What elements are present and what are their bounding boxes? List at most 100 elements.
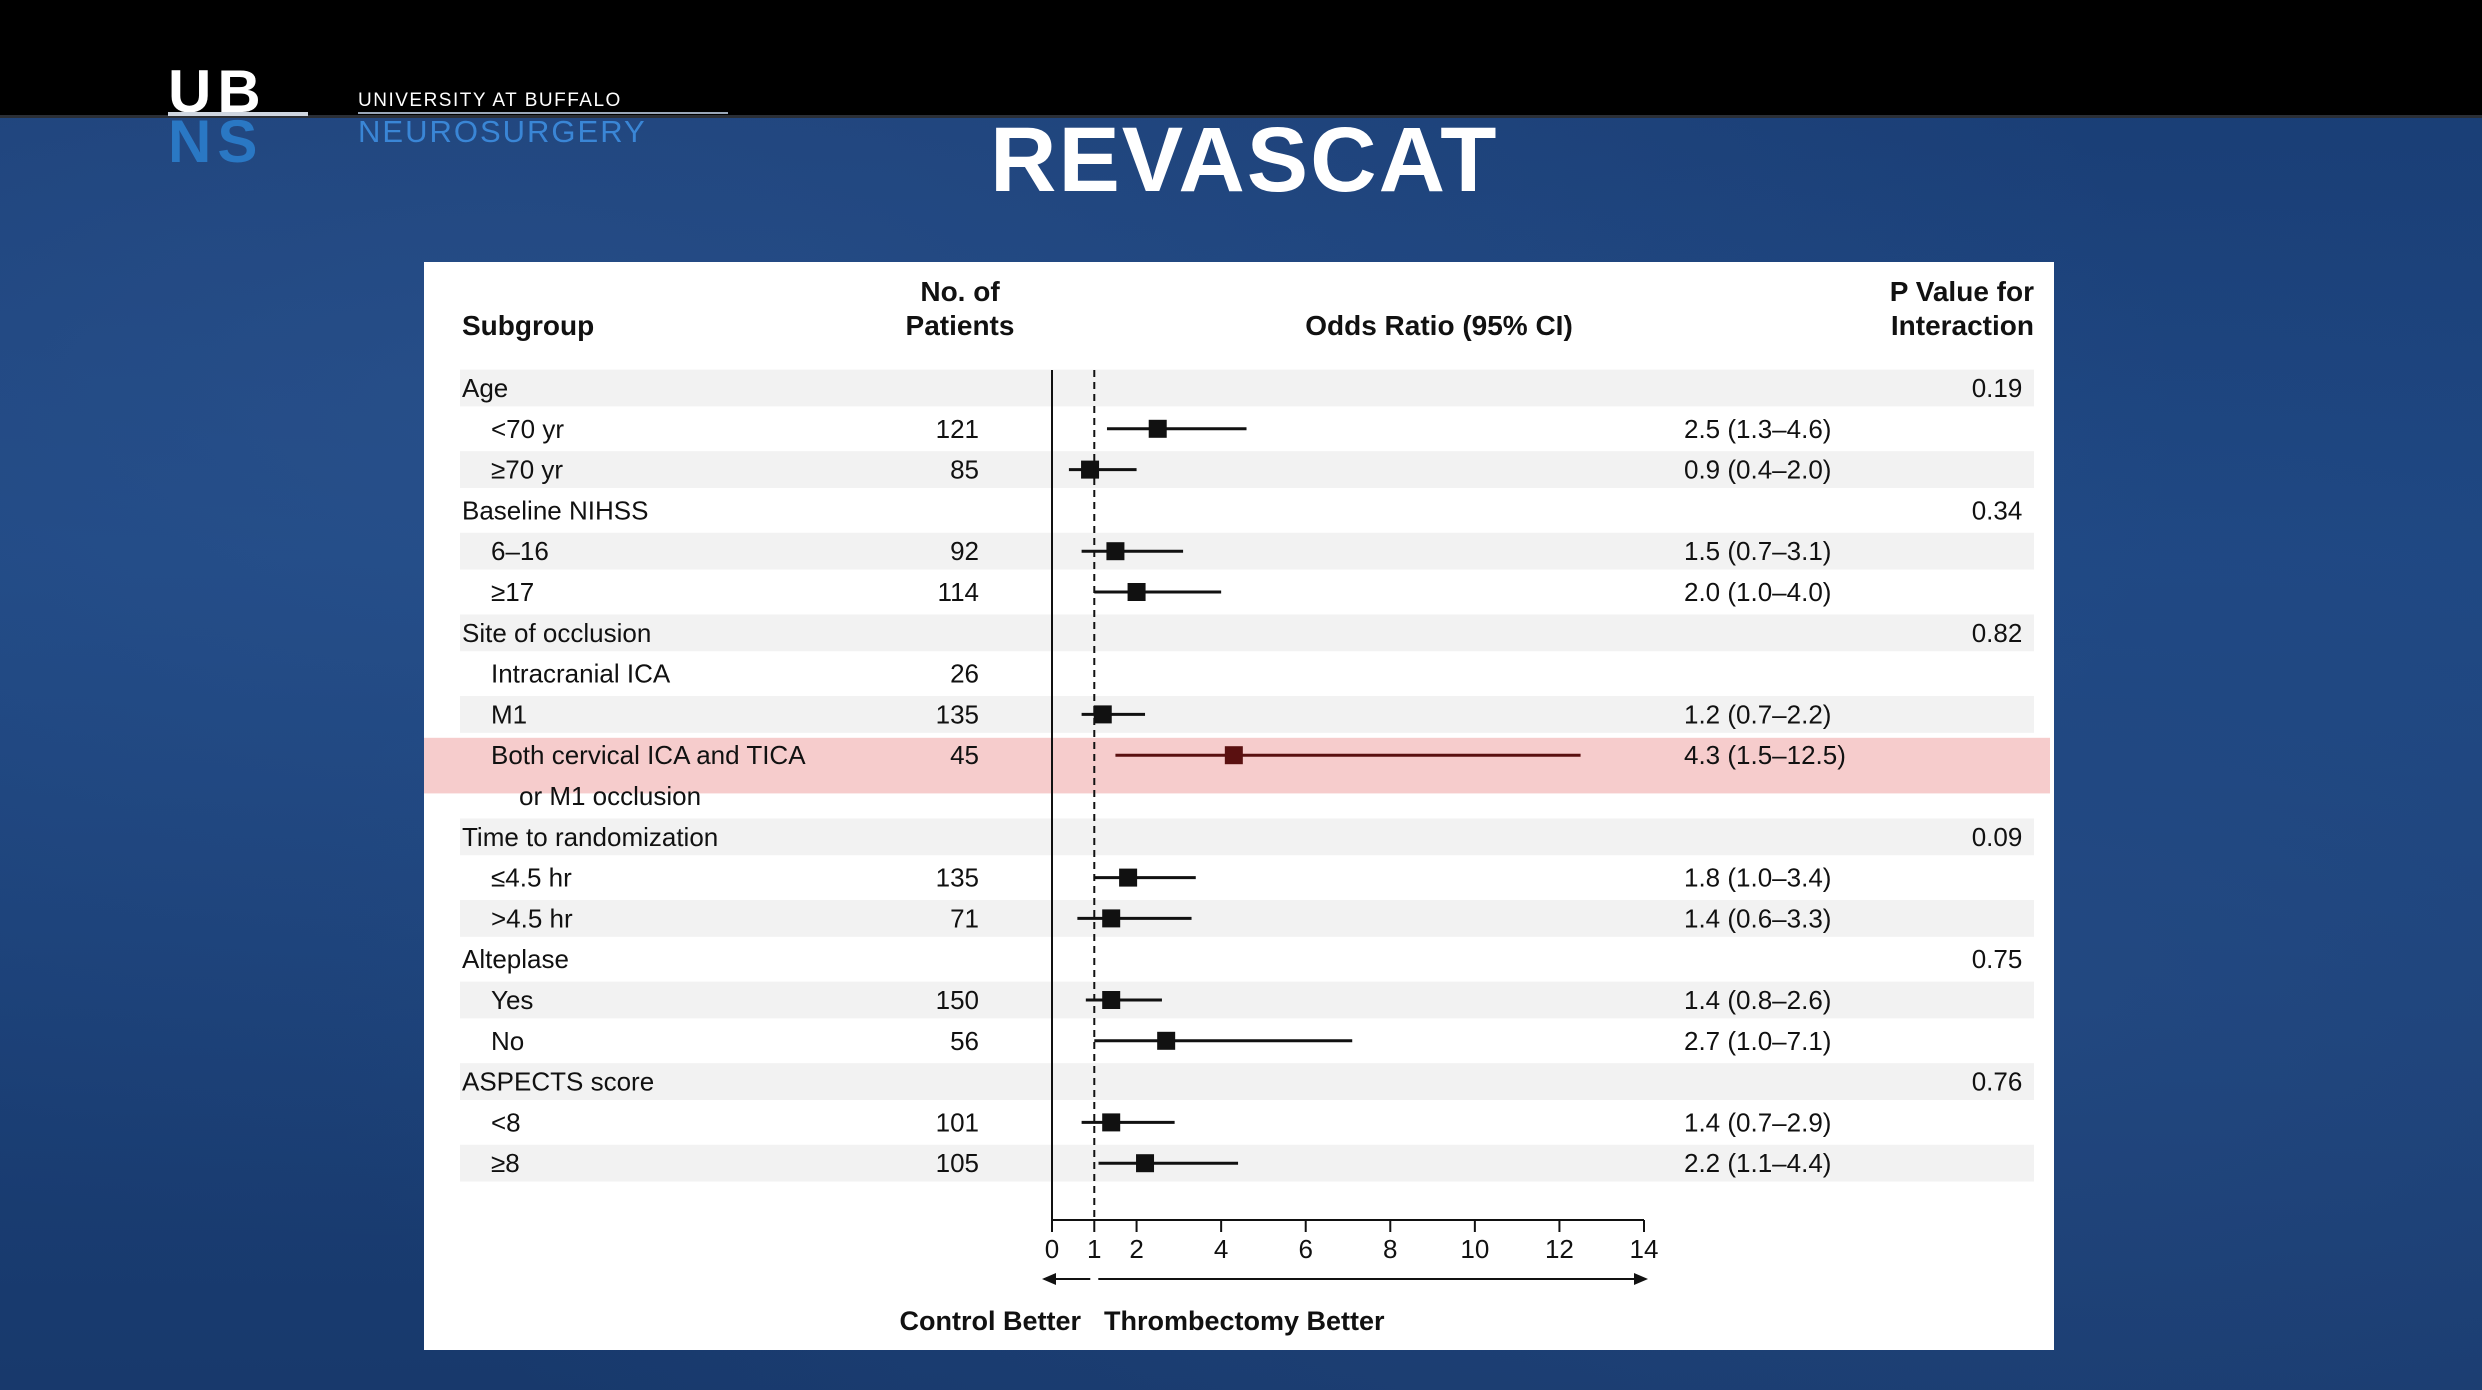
odds-ratio-text: 1.4 (0.8–2.6): [1684, 985, 1831, 1015]
x-tick-label: 0: [1045, 1234, 1059, 1264]
subgroup-header-label: Age: [462, 373, 508, 403]
x-tick-label: 12: [1545, 1234, 1574, 1264]
odds-ratio-text: 1.4 (0.7–2.9): [1684, 1107, 1831, 1137]
stripe-row-background: [460, 818, 2034, 856]
x-tick-label: 1: [1087, 1234, 1101, 1264]
stripe-row-background: [460, 451, 2034, 488]
patient-count: 135: [936, 863, 979, 893]
subgroup-label: <8: [491, 1107, 521, 1137]
x-tick-label: 10: [1460, 1234, 1489, 1264]
ubns-logo: UB NS: [168, 58, 318, 172]
x-tick-label: 14: [1630, 1234, 1659, 1264]
org-name-rule: [358, 112, 728, 114]
subgroup-header-label: Baseline NIHSS: [462, 495, 648, 525]
patient-count: 56: [950, 1026, 979, 1056]
patient-count: 92: [950, 536, 979, 566]
x-tick-label: 2: [1129, 1234, 1143, 1264]
patient-count: 105: [936, 1148, 979, 1178]
subgroup-label: <70 yr: [491, 414, 564, 444]
p-value: 0.82: [1972, 618, 2023, 648]
patient-count: 114: [938, 577, 979, 607]
thrombectomy-arrow-head: [1634, 1273, 1648, 1285]
stripe-row-background: [460, 696, 2034, 733]
subgroup-header-label: Alteplase: [462, 944, 569, 974]
x-tick-label: 6: [1298, 1234, 1312, 1264]
odds-ratio-text: 2.5 (1.3–4.6): [1684, 414, 1831, 444]
thrombectomy-better-label: Thrombectomy Better: [1104, 1306, 1385, 1336]
logo-top-letters: UB: [168, 58, 267, 125]
stripe-row-background: [460, 369, 2034, 407]
x-tick-label: 8: [1383, 1234, 1397, 1264]
subgroup-label: Intracranial ICA: [491, 659, 671, 689]
p-value: 0.19: [1972, 373, 2023, 403]
p-value: 0.75: [1972, 944, 2023, 974]
stripe-row-background: [460, 981, 2034, 1019]
subgroup-label: Yes: [491, 985, 533, 1015]
p-value-column-header-line2: Interaction: [1891, 310, 2034, 341]
subgroup-label: ≥8: [491, 1148, 520, 1178]
subgroup-header-label: ASPECTS score: [462, 1067, 654, 1097]
subgroup-label: >4.5 hr: [491, 903, 573, 933]
stripe-row-background: [460, 1063, 2034, 1100]
stripe-row-background: [460, 614, 2034, 652]
p-value: 0.34: [1972, 495, 2023, 525]
stripe-row-background: [460, 1144, 2034, 1182]
top-bar: [0, 0, 2482, 118]
point-estimate-marker: [1157, 1031, 1176, 1050]
forest-plot: Subgroup No. of Patients Odds Ratio (95%…: [424, 276, 2050, 1336]
subgroup-header-label: Site of occlusion: [462, 618, 651, 648]
point-estimate-marker: [1106, 542, 1125, 561]
odds-ratio-text: 1.2 (0.7–2.2): [1684, 699, 1831, 729]
odds-ratio-column-header: Odds Ratio (95% CI): [1305, 310, 1573, 341]
point-estimate-marker: [1102, 1113, 1121, 1132]
subgroup-label: 6–16: [491, 536, 549, 566]
point-estimate-marker: [1093, 705, 1112, 724]
control-better-label: Control Better: [900, 1306, 1082, 1336]
patient-count: 26: [950, 659, 979, 689]
subgroup-column-header: Subgroup: [462, 310, 594, 341]
org-name-line1: UNIVERSITY AT BUFFALO: [358, 90, 622, 111]
logo-divider: [168, 112, 308, 116]
org-name-line2: NEUROSURGERY: [358, 114, 647, 149]
point-estimate-marker: [1081, 460, 1100, 479]
patient-count: 45: [950, 740, 979, 770]
forest-plot-panel: Subgroup No. of Patients Odds Ratio (95%…: [424, 262, 2054, 1350]
slide-title: REVASCAT: [990, 109, 1499, 211]
odds-ratio-text: 1.5 (0.7–3.1): [1684, 536, 1831, 566]
subgroup-label-continued: or M1 occlusion: [519, 781, 701, 811]
stripe-row-background: [460, 900, 2034, 937]
patient-count: 71: [950, 903, 979, 933]
control-arrow-head: [1042, 1273, 1056, 1285]
p-value: 0.76: [1972, 1067, 2023, 1097]
point-estimate-marker: [1127, 583, 1146, 601]
odds-ratio-text: 0.9 (0.4–2.0): [1684, 455, 1831, 485]
p-value-column-header-line1: P Value for: [1890, 276, 2034, 307]
point-estimate-marker: [1102, 909, 1121, 928]
subgroup-label: ≥17: [491, 577, 534, 607]
patient-count: 150: [936, 985, 979, 1015]
point-estimate-marker: [1136, 1154, 1155, 1173]
patients-column-header-line1: No. of: [920, 276, 1000, 307]
odds-ratio-text: 1.4 (0.6–3.3): [1684, 903, 1831, 933]
logo-bottom-letters: NS: [168, 108, 264, 175]
odds-ratio-text: 2.2 (1.1–4.4): [1684, 1148, 1831, 1178]
patients-column-header-line2: Patients: [906, 310, 1015, 341]
subgroup-label: No: [491, 1026, 524, 1056]
p-value: 0.09: [1972, 822, 2023, 852]
x-tick-label: 4: [1214, 1234, 1228, 1264]
patient-count: 135: [936, 699, 979, 729]
odds-ratio-text: 2.0 (1.0–4.0): [1684, 577, 1831, 607]
subgroup-label: Both cervical ICA and TICA: [491, 740, 806, 770]
patient-count: 121: [936, 414, 979, 444]
patient-count: 85: [950, 455, 979, 485]
subgroup-label: ≤4.5 hr: [491, 863, 572, 893]
subgroup-header-label: Time to randomization: [462, 822, 718, 852]
odds-ratio-text: 1.8 (1.0–3.4): [1684, 863, 1831, 893]
point-estimate-marker: [1148, 419, 1167, 438]
subgroup-label: M1: [491, 699, 527, 729]
point-estimate-marker: [1224, 746, 1243, 765]
odds-ratio-text: 4.3 (1.5–12.5): [1684, 740, 1846, 770]
point-estimate-marker: [1102, 991, 1121, 1009]
odds-ratio-text: 2.7 (1.0–7.1): [1684, 1026, 1831, 1056]
patient-count: 101: [936, 1107, 979, 1137]
